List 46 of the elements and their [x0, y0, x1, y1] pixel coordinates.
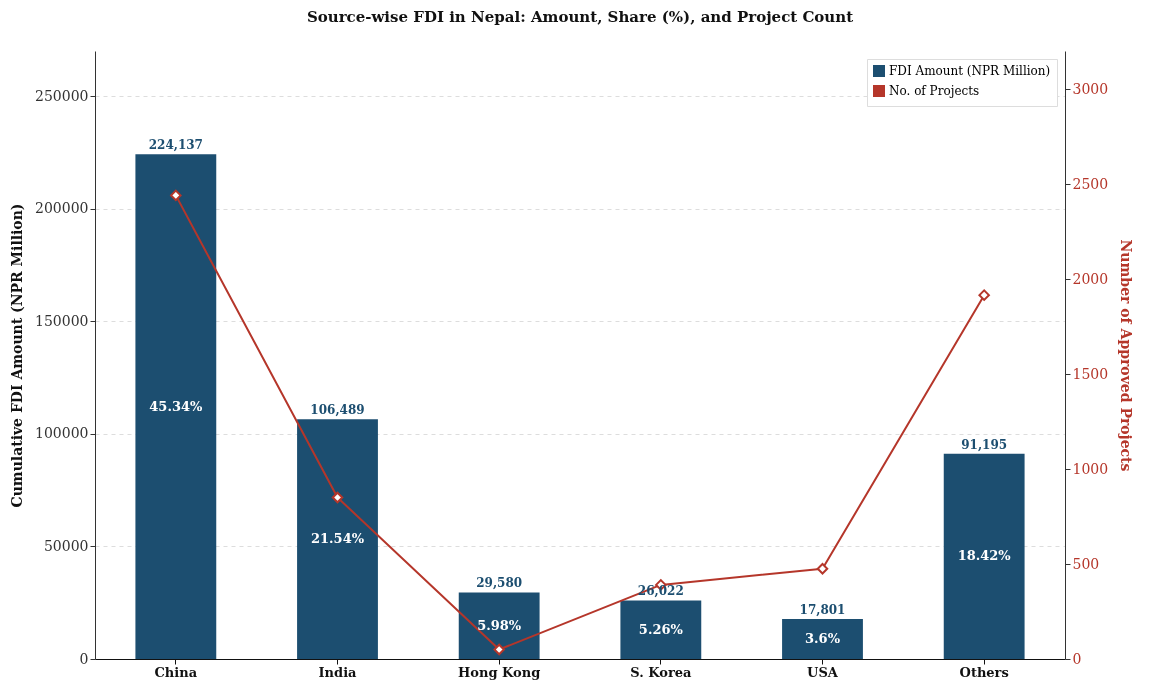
x-tick-label: S. Korea — [630, 664, 692, 680]
data-label: 17,801 — [799, 602, 846, 617]
annotation: 45.34% — [149, 398, 204, 414]
bar — [297, 419, 378, 659]
bar — [943, 453, 1025, 659]
legend-label: No. of Projects — [889, 84, 980, 98]
data-label: 91,195 — [961, 437, 1008, 452]
bar — [782, 618, 863, 659]
annotation: 3.6% — [805, 630, 841, 646]
y2-tick-label: 2500 — [1072, 175, 1109, 192]
data-label: 29,580 — [476, 576, 523, 591]
point — [816, 563, 829, 575]
data-label: 106,489 — [310, 403, 365, 418]
y2-tick-label: 0 — [1072, 650, 1082, 667]
x-tick-label: India — [318, 664, 358, 680]
y-tick-label: 50000 — [43, 537, 89, 554]
annotation: 5.26% — [638, 621, 684, 637]
point — [493, 643, 505, 656]
y-tick-label: 150000 — [35, 312, 89, 329]
x-tick-label: Hong Kong — [458, 664, 541, 680]
x-tick-label: China — [154, 664, 198, 680]
y2-tick-label: 1000 — [1072, 460, 1109, 477]
y2-axis-title: Number of Approved Projects — [1118, 239, 1135, 472]
x-tick-label: USA — [807, 664, 839, 680]
y2-tick-label: 2000 — [1072, 270, 1109, 287]
y-tick-label: 200000 — [35, 200, 89, 217]
chart-title: Source-wise FDI in Nepal: Amount, Share (%), and Project Count — [306, 8, 854, 26]
y2-tick-label: 500 — [1072, 555, 1100, 572]
y-axis-title: Cumulative FDI Amount (NPR Million) — [9, 203, 26, 508]
bar — [620, 600, 702, 659]
y-tick-label: 0 — [79, 650, 89, 667]
point — [978, 289, 990, 301]
y-tick-label: 100000 — [35, 425, 89, 442]
annotation: 21.54% — [310, 531, 365, 547]
legend-label: FDI Amount (NPR Million) — [889, 64, 1051, 78]
y2-tick-label: 3000 — [1072, 80, 1109, 97]
y-tick-label: 250000 — [35, 87, 89, 104]
bar — [135, 154, 217, 659]
annotation: 5.98% — [477, 617, 522, 633]
x-tick-label: Others — [959, 664, 1009, 680]
point — [331, 491, 344, 504]
bar — [458, 592, 540, 659]
data-label: 224,137 — [148, 138, 203, 153]
annotation: 18.42% — [957, 548, 1012, 564]
y2-tick-label: 1500 — [1072, 365, 1109, 382]
point — [170, 189, 182, 202]
